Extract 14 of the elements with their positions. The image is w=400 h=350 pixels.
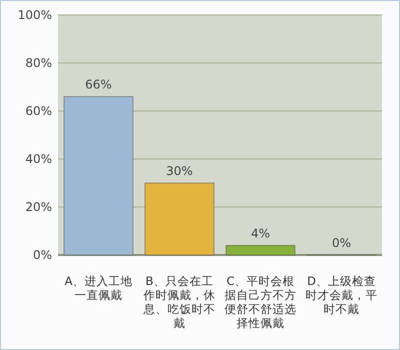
y-tick-label: 100% [18, 8, 52, 22]
data-label: 0% [332, 236, 352, 250]
data-label: 30% [166, 164, 193, 178]
data-label: 66% [85, 78, 112, 92]
y-tick-label: 20% [25, 200, 52, 214]
data-label: 4% [250, 226, 270, 240]
y-tick-label: 0% [32, 248, 52, 262]
x-tick-label: D、上级检查时才会戴，平时不戴 [306, 274, 378, 316]
y-tick-label: 40% [25, 152, 52, 166]
y-tick-label: 60% [25, 104, 52, 118]
x-tick-label: A、进入工地一直佩戴 [64, 274, 132, 302]
x-tick-label: B、只会在工作时佩戴，休息、吃饭时不戴 [142, 274, 216, 330]
y-tick-label: 80% [25, 56, 52, 70]
x-tick-label: C、平时会根据自己方不方便舒不舒适选择性佩戴 [224, 274, 296, 330]
